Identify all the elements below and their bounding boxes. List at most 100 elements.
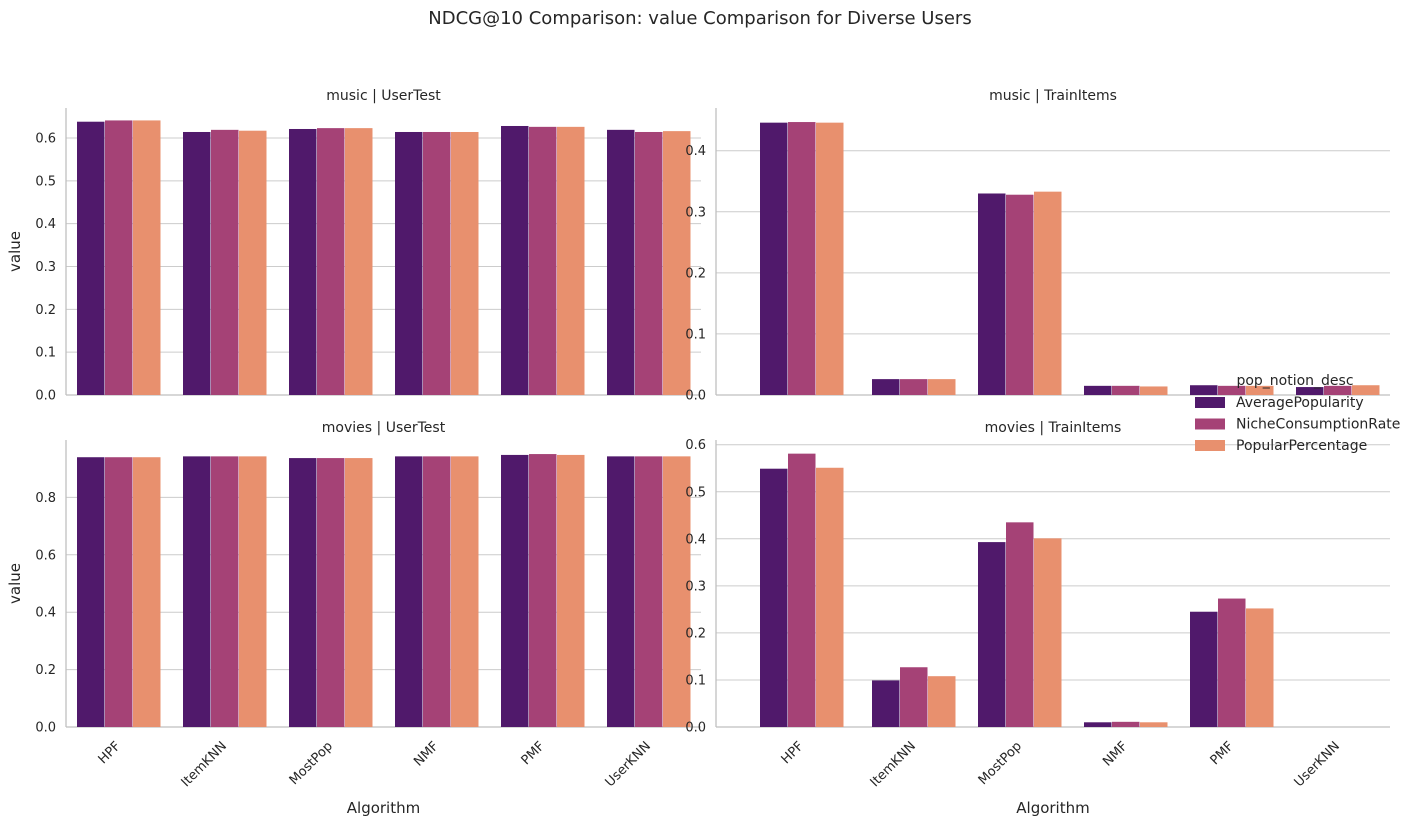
bar-MostPop-AveragePopularity [289, 458, 317, 727]
x-tick-label: MostPop [976, 739, 1025, 788]
bar-UserKNN-NicheConsumptionRate [635, 456, 663, 727]
x-tick-label: ItemKNN [179, 739, 230, 790]
bar-UserKNN-NicheConsumptionRate [1324, 385, 1352, 395]
bar-NMF-PopularPercentage [451, 456, 479, 727]
y-tick-label: 0.3 [685, 205, 706, 220]
legend-swatch [1195, 440, 1225, 451]
y-tick-label: 0.4 [35, 606, 56, 621]
bar-HPF-NicheConsumptionRate [105, 457, 133, 727]
bar-PMF-NicheConsumptionRate [529, 126, 557, 395]
bar-HPF-NicheConsumptionRate [105, 120, 133, 395]
bar-PMF-PopularPercentage [557, 126, 585, 395]
bar-PMF-AveragePopularity [501, 454, 529, 727]
bar-NMF-AveragePopularity [395, 131, 423, 396]
x-tick-label: PMF [519, 739, 548, 768]
legend-item-label: AveragePopularity [1236, 395, 1364, 411]
y-tick-label: 0.5 [685, 485, 706, 500]
bar-MostPop-PopularPercentage [345, 128, 373, 395]
x-tick-label: ItemKNN [868, 739, 919, 790]
bar-NMF-NicheConsumptionRate [423, 456, 451, 727]
y-tick-label: 0.3 [35, 260, 56, 275]
y-tick-label: 0.8 [35, 491, 56, 506]
bar-ItemKNN-NicheConsumptionRate [900, 379, 928, 395]
bar-MostPop-PopularPercentage [1034, 538, 1062, 727]
y-tick-label: 0.2 [35, 303, 56, 318]
bar-PMF-NicheConsumptionRate [1218, 598, 1246, 727]
bar-MostPop-AveragePopularity [978, 193, 1006, 395]
bar-HPF-PopularPercentage [133, 457, 161, 727]
bar-ItemKNN-PopularPercentage [239, 456, 267, 727]
bar-ItemKNN-PopularPercentage [239, 130, 267, 395]
panel-title: music | UserTest [326, 88, 441, 104]
bar-PMF-NicheConsumptionRate [1218, 385, 1246, 395]
bar-MostPop-AveragePopularity [289, 128, 317, 395]
bar-NMF-NicheConsumptionRate [1112, 721, 1140, 727]
bar-NMF-PopularPercentage [1140, 386, 1168, 395]
x-tick-label: PMF [1208, 739, 1237, 768]
x-axis-label: Algorithm [1016, 799, 1089, 817]
legend-swatch [1195, 418, 1225, 430]
y-tick-label: 0.0 [35, 389, 56, 404]
x-tick-label: MostPop [287, 739, 336, 788]
panels-group: music | UserTest 0.0 0.1 0.2 0.3 0.4 0.5 0.6 val… [6, 88, 1390, 817]
bar-MostPop-PopularPercentage [345, 458, 373, 727]
x-tick-label: UserKNN [1292, 739, 1343, 790]
bar-NMF-AveragePopularity [1084, 722, 1112, 727]
bar-HPF-PopularPercentage [816, 467, 844, 727]
x-axis-label: Algorithm [347, 799, 420, 817]
panel-3: movies | TrainItems 0.0 0.1 0.2 0.3 0.4 0.5 0.6… [685, 420, 1390, 817]
y-tick-label: 0.2 [685, 626, 706, 641]
y-tick-label: 0.3 [685, 579, 706, 594]
panel-title: movies | UserTest [322, 420, 446, 436]
x-tick-label: NMF [411, 739, 442, 770]
bar-MostPop-NicheConsumptionRate [1006, 522, 1034, 727]
bar-PMF-NicheConsumptionRate [529, 454, 557, 727]
bar-PMF-PopularPercentage [1246, 608, 1274, 727]
bar-NMF-PopularPercentage [1140, 722, 1168, 727]
bar-UserKNN-AveragePopularity [607, 129, 635, 396]
bar-NMF-AveragePopularity [1084, 385, 1112, 395]
y-tick-label: 0.0 [685, 721, 706, 736]
bar-MostPop-NicheConsumptionRate [317, 458, 345, 727]
bar-PMF-AveragePopularity [501, 125, 529, 396]
legend-swatch [1195, 397, 1225, 408]
bar-ItemKNN-AveragePopularity [183, 131, 211, 396]
bar-ItemKNN-AveragePopularity [183, 456, 211, 727]
y-tick-label: 0.5 [35, 174, 56, 189]
bar-PMF-PopularPercentage [557, 454, 585, 727]
bar-HPF-NicheConsumptionRate [788, 453, 816, 727]
bar-UserKNN-AveragePopularity [607, 456, 635, 727]
y-tick-label: 0.0 [685, 389, 706, 404]
y-tick-label: 0.2 [35, 663, 56, 678]
y-tick-label: 0.4 [685, 532, 706, 547]
bar-ItemKNN-NicheConsumptionRate [211, 456, 239, 727]
y-tick-label: 0.6 [685, 438, 706, 453]
y-tick-label: 0.1 [35, 346, 56, 361]
bar-NMF-NicheConsumptionRate [1112, 385, 1140, 395]
bar-ItemKNN-AveragePopularity [872, 680, 900, 727]
bar-UserKNN-PopularPercentage [1352, 385, 1380, 395]
legend-item-label: PopularPercentage [1236, 438, 1367, 454]
bar-PMF-PopularPercentage [1246, 385, 1274, 395]
bar-MostPop-AveragePopularity [978, 542, 1006, 727]
panel-0: music | UserTest 0.0 0.1 0.2 0.3 0.4 0.5 0.6 val… [6, 88, 701, 404]
bar-HPF-AveragePopularity [760, 468, 788, 727]
x-tick-label: HPF [779, 739, 807, 767]
bar-ItemKNN-AveragePopularity [872, 379, 900, 395]
y-tick-label: 0.1 [685, 673, 706, 688]
bar-HPF-PopularPercentage [816, 122, 844, 395]
x-tick-label: HPF [96, 739, 124, 767]
bar-NMF-NicheConsumptionRate [423, 131, 451, 396]
y-tick-label: 0.4 [35, 217, 56, 232]
bar-HPF-NicheConsumptionRate [788, 122, 816, 395]
bar-HPF-PopularPercentage [133, 120, 161, 395]
bar-UserKNN-PopularPercentage [663, 456, 691, 727]
legend: pop_notion_desc AveragePopularity NicheCon… [1195, 373, 1400, 454]
bar-UserKNN-NicheConsumptionRate [635, 131, 663, 396]
legend-title: pop_notion_desc [1236, 373, 1353, 389]
legend-item-label: NicheConsumptionRate [1236, 417, 1400, 433]
y-tick-label: 0.4 [685, 144, 706, 159]
y-tick-label: 0.6 [35, 548, 56, 563]
bar-ItemKNN-PopularPercentage [928, 379, 956, 395]
